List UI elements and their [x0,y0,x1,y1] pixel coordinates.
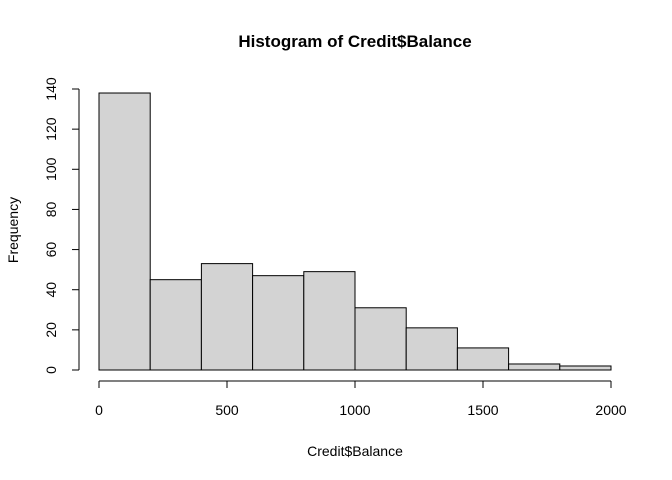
x-tick-label: 1000 [339,402,370,418]
histogram-bar [354,307,407,371]
x-tick-label: 0 [95,402,103,418]
y-tick-label: 80 [43,201,59,217]
histogram-bar [303,271,356,371]
y-axis-label: Frequency [5,197,21,263]
x-axis-label: Credit$Balance [307,443,403,459]
histogram-bar [149,279,202,371]
x-axis: 0 500 1000 1500 2000 [95,380,627,418]
x-tick-label: 1500 [467,402,498,418]
histogram-bar [456,347,510,371]
y-tick-label: 120 [43,117,59,141]
histogram-bar [252,275,305,371]
y-axis: 0 20 40 60 80 100 120 140 [43,77,80,374]
y-tick-label: 0 [43,366,59,374]
y-tick-label: 100 [43,157,59,181]
y-tick-label: 140 [43,77,59,101]
histogram-bar [405,327,458,371]
histogram-bar [559,365,612,371]
y-tick-label: 60 [43,242,59,258]
x-tick-label: 500 [215,402,239,418]
histogram-bar [200,263,254,371]
chart-title: Histogram of Credit$Balance [238,32,471,51]
y-tick-label: 40 [43,282,59,298]
histogram-bar [98,92,151,371]
histogram-bar [508,363,561,371]
bars-group [98,92,612,371]
x-tick-label: 2000 [595,402,626,418]
y-tick-label: 20 [43,322,59,338]
